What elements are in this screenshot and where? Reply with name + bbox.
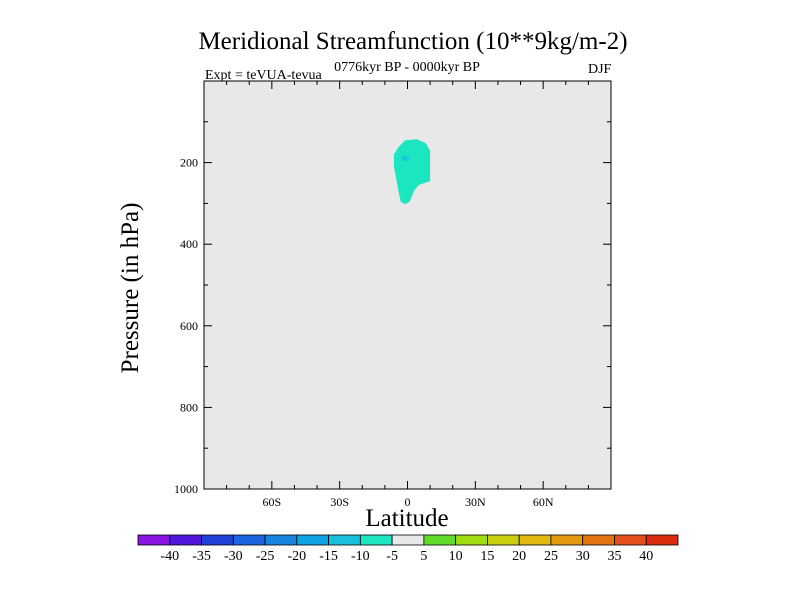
plot-frame	[203, 80, 612, 490]
colorbar-swatch	[359, 534, 393, 546]
colorbar-label: -10	[351, 549, 370, 564]
x-tick-label: 60S	[262, 495, 281, 509]
colorbar-swatch	[645, 534, 679, 546]
colorbar-swatch	[455, 534, 488, 546]
colorbar-label: -20	[287, 549, 306, 564]
y-tick-label: 600	[180, 319, 198, 333]
colorbar-swatch	[169, 534, 202, 546]
colorbar-swatch	[550, 534, 584, 546]
colorbar-label: 25	[544, 549, 558, 564]
colorbar-swatch	[487, 534, 520, 546]
colorbar-swatch	[423, 534, 457, 546]
colorbar-label: -35	[192, 549, 211, 564]
colorbar-label: -30	[224, 549, 243, 564]
colorbar-swatch	[201, 534, 234, 546]
colorbar: -40 -35 -30 -25 -20 -15 -10 -5 5 10 15 20 25 30 35 40	[137, 534, 679, 564]
colorbar-label: 40	[639, 549, 653, 564]
time-range-label: 0776kyr BP - 0000kyr BP	[334, 60, 480, 75]
colorbar-swatch	[518, 534, 552, 546]
colorbar-swatch	[614, 534, 647, 546]
colorbar-swatch	[391, 534, 425, 546]
colorbar-swatch	[264, 534, 298, 546]
colorbar-swatch	[137, 534, 171, 546]
contour-regions	[393, 139, 431, 205]
colorbar-label: -40	[160, 549, 179, 564]
y-tick-label: 200	[180, 156, 198, 170]
x-tick-label: 0	[405, 495, 411, 509]
colorbar-label: 10	[449, 549, 463, 564]
colorbar-label: 30	[576, 549, 590, 564]
season-label: DJF	[588, 62, 612, 77]
major-ticks: 60S 30S 0 30N 60N 200 400 600 800 1000	[174, 81, 611, 509]
colorbar-label: 20	[512, 549, 526, 564]
chart-title: Meridional Streamfunction (10**9kg/m-2)	[198, 28, 628, 55]
colorbar-label: -5	[386, 549, 398, 564]
colorbar-swatch	[296, 534, 329, 546]
colorbar-label: -25	[256, 549, 275, 564]
x-tick-label: 30N	[465, 495, 486, 509]
minor-ticks	[204, 81, 611, 489]
contour-region-1	[400, 155, 410, 161]
colorbar-label: 15	[480, 549, 494, 564]
experiment-label: Expt = teVUA-tevua	[205, 68, 322, 83]
y-tick-label: 1000	[174, 482, 198, 496]
colorbar-label: -15	[319, 549, 338, 564]
colorbar-swatch	[232, 534, 266, 546]
y-tick-label: 800	[180, 400, 198, 414]
colorbar-label: 5	[420, 549, 427, 564]
colorbar-swatch	[582, 534, 615, 546]
contour-region-0	[393, 139, 431, 205]
colorbar-swatch	[328, 534, 361, 546]
colorbar-label: 35	[607, 549, 621, 564]
x-tick-label: 60N	[533, 495, 554, 509]
y-tick-label: 400	[180, 237, 198, 251]
x-tick-label: 30S	[330, 495, 349, 509]
x-axis-title: Latitude	[365, 505, 449, 532]
